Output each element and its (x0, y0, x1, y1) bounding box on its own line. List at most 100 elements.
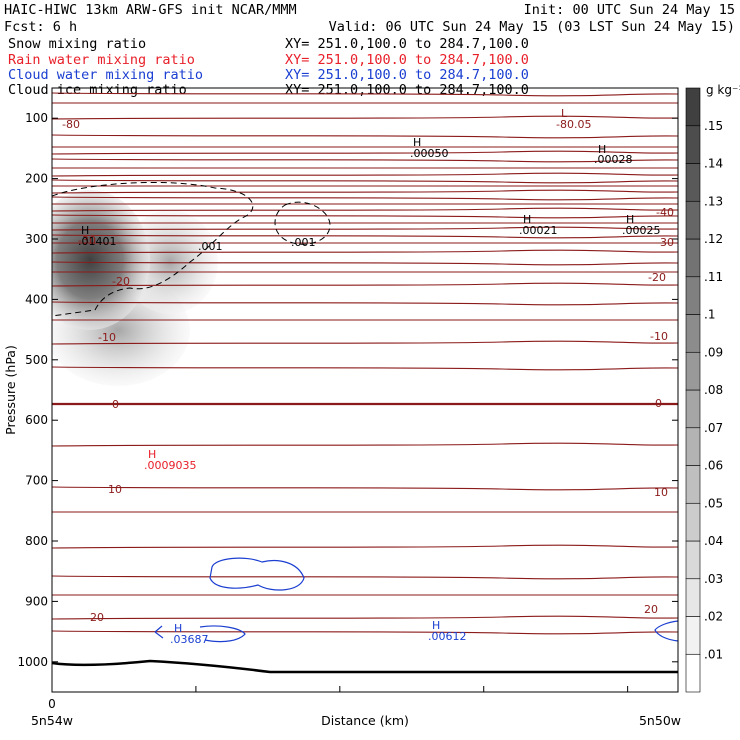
temp-label-20-right: 20 (644, 603, 658, 616)
colorbar-swatch (685, 87, 701, 127)
temp-label-10-left: 10 (108, 483, 122, 496)
y-tick-label: 100 (25, 111, 48, 125)
colorbar-label: .01 (704, 647, 723, 661)
field-xy-snow: XY= 251.0,100.0 to 284.7,100.0 (285, 36, 529, 52)
colorbar-label: .02 (704, 610, 723, 624)
plot-frame (51, 87, 679, 693)
header-valid-time: Valid: 06 UTC Sun 24 May 15 (03 LST Sun … (329, 19, 735, 35)
ext-letter-h-rain: H (148, 448, 156, 461)
y-tick-label: 400 (25, 292, 48, 306)
colorbar-label: .04 (704, 534, 723, 548)
temp-label-0-left: 0 (112, 398, 119, 411)
x-tick-label: 0 (48, 697, 56, 711)
ext-letter-h-cw-east: H (432, 619, 440, 632)
temperature-contour-line (52, 544, 678, 549)
colorbar-label: .12 (704, 232, 723, 246)
ext-letter-h-cw-west: H (174, 622, 182, 635)
y-tick-label: 500 (25, 353, 48, 367)
snow-shading (52, 190, 218, 386)
snow-max-letter: H (81, 224, 89, 237)
ext-letter-h-00028: H (598, 143, 606, 156)
temperature-contour-line (52, 207, 678, 212)
y-axis-label: Pressure (hPa) (3, 345, 18, 435)
field-name-cloud-water: Cloud water mixing ratio (8, 67, 203, 83)
y-tick-label: 600 (25, 413, 48, 427)
temp-label-neg80-05: -80.05 (556, 118, 591, 131)
ext-value-rain: .0009035 (144, 459, 197, 472)
temperature-contour-line (52, 189, 678, 194)
colorbar-label: .08 (704, 383, 723, 397)
x-axis-end-label: 5n50w (639, 713, 681, 728)
x-axis-label: Distance (km) (321, 713, 409, 728)
temperature-contour-line (52, 249, 678, 254)
temperature-contour-line (52, 196, 678, 201)
temp-label-neg30-right: -30 (656, 236, 674, 249)
temp-label-neg20-right: -20 (648, 271, 666, 284)
ext-value-cw-west: .03687 (170, 633, 209, 646)
colorbar-swatch (685, 351, 701, 391)
colorbar: .01 .02 .03 .04 .05 .06 .07 .08 .09 .1 .11 .12 .13 .1… (685, 87, 723, 693)
ext-value-00025: .00025 (622, 224, 661, 237)
temp-label-neg10-right: -10 (650, 330, 668, 343)
colorbar-swatch (685, 465, 701, 504)
temperature-contours (52, 92, 678, 635)
ext-letter-l: L (561, 107, 568, 120)
temperature-contour-line (52, 172, 678, 177)
ice-label-west: .001 (198, 240, 223, 253)
y-tick-label: 900 (25, 594, 48, 608)
temp-label-neg30-left: -30 (78, 234, 96, 247)
temperature-contour-line (52, 282, 678, 287)
x-axis: 0 (48, 686, 629, 711)
temp-label-neg20-left: -20 (112, 275, 130, 288)
snow-shade-core (52, 190, 150, 330)
temperature-contour-line (52, 226, 678, 231)
terrain-line (51, 659, 678, 674)
y-tick-label: 300 (25, 232, 48, 246)
temperature-contour-line (52, 115, 678, 120)
ext-letter-h-00025: H (626, 213, 634, 226)
colorbar-label: .13 (704, 194, 723, 208)
temperature-contour-line (52, 630, 678, 635)
temp-label-20-left: 20 (90, 611, 104, 624)
colorbar-label: .14 (704, 157, 723, 171)
temp-label-neg80: -80 (62, 118, 80, 131)
ext-value-cw-east: .00612 (428, 630, 467, 643)
ext-value-00021: .00021 (519, 224, 558, 237)
temp-label-neg40: -40 (656, 206, 674, 219)
cloud-water-contour-west (154, 625, 246, 643)
header-forecast-hour: Fcst: 6 h (4, 19, 77, 35)
colorbar-label: .09 (704, 345, 723, 359)
snow-max-value: .01401 (78, 235, 117, 248)
header-title: HAIC-HIWC 13km ARW-GFS init NCAR/MMM (4, 2, 297, 18)
colorbar-swatch (685, 616, 701, 655)
field-xy-rain: XY= 251.0,100.0 to 284.7,100.0 (285, 52, 529, 68)
colorbar-swatch (685, 238, 701, 278)
temperature-contour-line (52, 366, 678, 371)
temperature-contour-line (52, 575, 678, 580)
temperature-contour-line (52, 615, 678, 620)
colorbar-swatch (685, 276, 701, 315)
colorbar-swatch (685, 389, 701, 429)
colorbar-swatch (685, 578, 701, 617)
ext-value-00050: .00050 (410, 147, 449, 160)
temperature-contour-line (52, 150, 678, 155)
field-xy-cloud-water: XY= 251.0,100.0 to 284.7,100.0 (285, 67, 529, 83)
y-tick-label: 1000 (17, 655, 48, 669)
y-tick-label: 200 (25, 172, 48, 186)
y-tick-label: 700 (25, 474, 48, 488)
colorbar-swatch (685, 163, 701, 202)
colorbar-label: .03 (704, 572, 723, 586)
temperature-contour-line (52, 340, 678, 345)
colorbar-label: .06 (704, 459, 723, 473)
colorbar-swatch (685, 200, 701, 240)
colorbar-swatch (685, 314, 701, 353)
colorbar-label: .1 (704, 308, 715, 322)
cloud-water-contours (154, 557, 679, 643)
temperature-contour-line (52, 234, 678, 239)
ext-letter-h-00050: H (413, 136, 421, 149)
cloud-water-contour-mid (209, 557, 305, 591)
temp-label-10-right: 10 (654, 486, 668, 499)
colorbar-swatch (685, 540, 701, 580)
